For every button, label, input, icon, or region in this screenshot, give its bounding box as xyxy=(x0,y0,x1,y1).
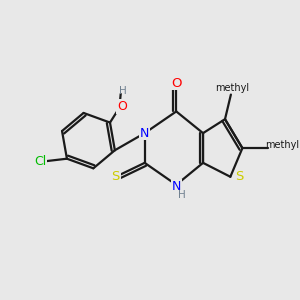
Text: N: N xyxy=(172,180,181,193)
Text: Cl: Cl xyxy=(34,155,46,168)
Text: H: H xyxy=(119,86,126,96)
Text: methyl: methyl xyxy=(266,140,300,150)
Text: O: O xyxy=(171,76,181,90)
Text: N: N xyxy=(140,127,149,140)
Text: H: H xyxy=(178,190,186,200)
Text: methyl: methyl xyxy=(215,83,249,93)
Text: O: O xyxy=(117,100,127,113)
Text: S: S xyxy=(112,170,120,183)
Text: S: S xyxy=(236,170,244,183)
